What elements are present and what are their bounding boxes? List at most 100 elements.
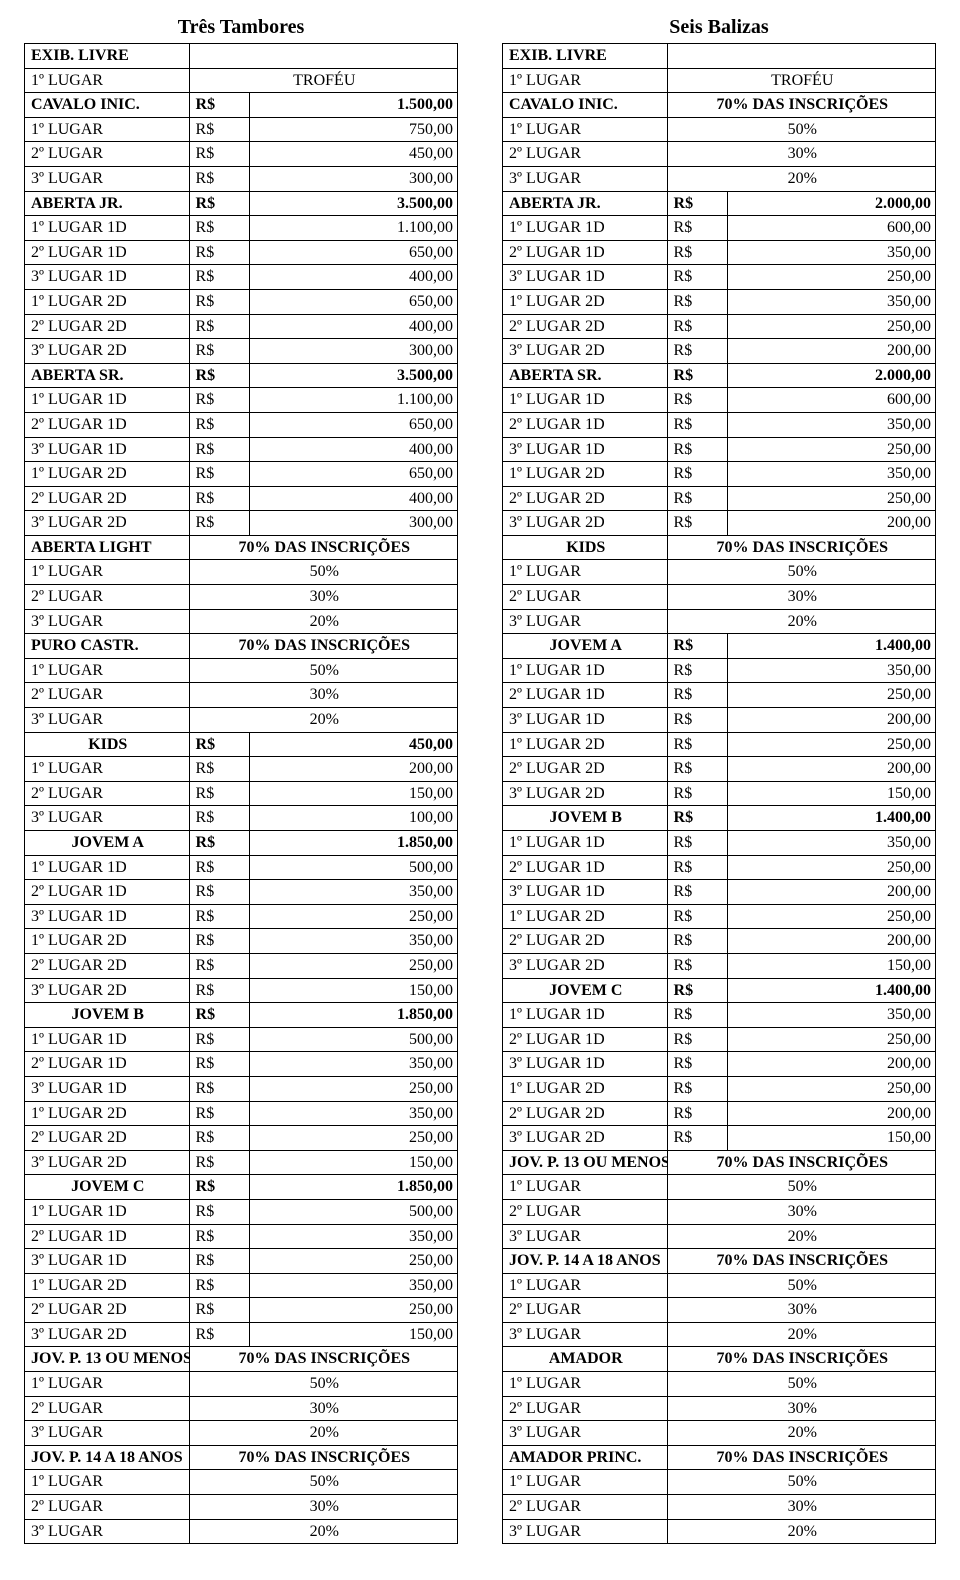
table-row: 3º LUGAR 1DR$200,00 bbox=[503, 1052, 936, 1077]
cell: R$ bbox=[667, 339, 728, 364]
cell: 50% bbox=[189, 1372, 457, 1397]
cell: 300,00 bbox=[250, 339, 458, 364]
cell: 400,00 bbox=[250, 486, 458, 511]
table-row: 2º LUGAR30% bbox=[503, 1298, 936, 1323]
cell: 150,00 bbox=[250, 1322, 458, 1347]
cell: 1º LUGAR bbox=[25, 1372, 190, 1397]
cell: R$ bbox=[667, 855, 728, 880]
table-row: 2º LUGAR 1DR$350,00 bbox=[25, 1224, 458, 1249]
cell: 1.850,00 bbox=[250, 1003, 458, 1028]
table-row: 2º LUGAR 2DR$400,00 bbox=[25, 486, 458, 511]
cell: 250,00 bbox=[728, 855, 936, 880]
cell: 500,00 bbox=[250, 855, 458, 880]
cell: 2º LUGAR 2D bbox=[503, 757, 668, 782]
cell: R$ bbox=[667, 1076, 728, 1101]
table-row: 1º LUGAR 2DR$250,00 bbox=[503, 904, 936, 929]
cell: 2º LUGAR 1D bbox=[503, 1027, 668, 1052]
table-row: JOVEM BR$1.400,00 bbox=[503, 806, 936, 831]
cell: R$ bbox=[189, 855, 250, 880]
left-table: EXIB. LIVRE1º LUGARTROFÉUCAVALO INIC.R$1… bbox=[24, 43, 458, 1544]
table-row: 2º LUGAR 1DR$350,00 bbox=[25, 1052, 458, 1077]
cell: 350,00 bbox=[728, 658, 936, 683]
cell: 1º LUGAR bbox=[25, 1470, 190, 1495]
table-row: 1º LUGAR 1DR$350,00 bbox=[503, 1003, 936, 1028]
cell: 250,00 bbox=[250, 1076, 458, 1101]
cell: 500,00 bbox=[250, 1027, 458, 1052]
cell: 350,00 bbox=[250, 1273, 458, 1298]
cell: R$ bbox=[189, 806, 250, 831]
table-row: PURO CASTR.70% DAS INSCRIÇÕES bbox=[25, 634, 458, 659]
cell: 50% bbox=[667, 1372, 935, 1397]
cell: 350,00 bbox=[250, 1224, 458, 1249]
table-row: 2º LUGAR30% bbox=[503, 1396, 936, 1421]
cell: 2.000,00 bbox=[728, 191, 936, 216]
cell: 200,00 bbox=[728, 929, 936, 954]
cell: 650,00 bbox=[250, 289, 458, 314]
table-row: 2º LUGAR30% bbox=[25, 683, 458, 708]
cell: R$ bbox=[189, 166, 250, 191]
cell: 400,00 bbox=[250, 437, 458, 462]
table-row: 3º LUGAR 1DR$400,00 bbox=[25, 437, 458, 462]
cell: 50% bbox=[667, 1470, 935, 1495]
cell: 350,00 bbox=[250, 880, 458, 905]
cell: 200,00 bbox=[728, 757, 936, 782]
cell: 30% bbox=[189, 585, 457, 610]
cell: R$ bbox=[667, 1003, 728, 1028]
cell: 150,00 bbox=[728, 953, 936, 978]
cell: 3º LUGAR 1D bbox=[25, 1076, 190, 1101]
cell: R$ bbox=[667, 929, 728, 954]
cell: 250,00 bbox=[250, 904, 458, 929]
table-row: 3º LUGARR$100,00 bbox=[25, 806, 458, 831]
table-row: 2º LUGAR30% bbox=[503, 1199, 936, 1224]
cell: R$ bbox=[189, 388, 250, 413]
cell: R$ bbox=[189, 142, 250, 167]
table-row: 2º LUGAR 2DR$200,00 bbox=[503, 929, 936, 954]
table-row: 3º LUGAR 1DR$200,00 bbox=[503, 708, 936, 733]
cell: 2º LUGAR 1D bbox=[503, 855, 668, 880]
cell: 450,00 bbox=[250, 732, 458, 757]
cell bbox=[667, 44, 935, 69]
cell: 300,00 bbox=[250, 166, 458, 191]
cell: 250,00 bbox=[728, 265, 936, 290]
cell: JOV. P. 14 A 18 ANOS bbox=[25, 1445, 190, 1470]
cell: R$ bbox=[189, 757, 250, 782]
table-row: 3º LUGAR 1DR$250,00 bbox=[503, 437, 936, 462]
table-row: KIDSR$450,00 bbox=[25, 732, 458, 757]
cell: 2º LUGAR bbox=[25, 1495, 190, 1520]
cell: R$ bbox=[667, 462, 728, 487]
cell: 30% bbox=[667, 1396, 935, 1421]
table-row: 2º LUGAR 1DR$250,00 bbox=[503, 683, 936, 708]
cell: 250,00 bbox=[728, 437, 936, 462]
table-row: 1º LUGARTROFÉU bbox=[25, 68, 458, 93]
cell: 20% bbox=[189, 1519, 457, 1544]
table-row: JOVEM AR$1.400,00 bbox=[503, 634, 936, 659]
table-row: 1º LUGAR 1DR$500,00 bbox=[25, 1027, 458, 1052]
table-row: 3º LUGAR20% bbox=[25, 708, 458, 733]
table-row: 3º LUGAR 1DR$250,00 bbox=[25, 1249, 458, 1274]
cell: R$ bbox=[667, 732, 728, 757]
cell: 200,00 bbox=[250, 757, 458, 782]
cell: 250,00 bbox=[728, 1027, 936, 1052]
cell: JOV. P. 13 OU MENOS bbox=[25, 1347, 190, 1372]
cell: 250,00 bbox=[728, 904, 936, 929]
cell: R$ bbox=[189, 216, 250, 241]
cell: 1º LUGAR bbox=[503, 117, 668, 142]
table-row: 3º LUGAR20% bbox=[503, 1322, 936, 1347]
cell: 3º LUGAR 1D bbox=[25, 265, 190, 290]
cell: 350,00 bbox=[728, 289, 936, 314]
table-row: 1º LUGAR 1DR$500,00 bbox=[25, 1199, 458, 1224]
cell: 1º LUGAR bbox=[503, 68, 668, 93]
table-row: 1º LUGARR$750,00 bbox=[25, 117, 458, 142]
cell: 1º LUGAR 2D bbox=[503, 462, 668, 487]
table-row: 3º LUGAR20% bbox=[503, 1519, 936, 1544]
table-row: 3º LUGAR 1DR$250,00 bbox=[503, 265, 936, 290]
cell: R$ bbox=[667, 904, 728, 929]
table-row: AMADOR70% DAS INSCRIÇÕES bbox=[503, 1347, 936, 1372]
table-row: 1º LUGAR50% bbox=[503, 117, 936, 142]
cell: 2º LUGAR 1D bbox=[503, 683, 668, 708]
cell: 3.500,00 bbox=[250, 191, 458, 216]
table-row: ABERTA JR.R$2.000,00 bbox=[503, 191, 936, 216]
cell: 150,00 bbox=[728, 781, 936, 806]
cell: KIDS bbox=[25, 732, 190, 757]
cell: R$ bbox=[189, 191, 250, 216]
